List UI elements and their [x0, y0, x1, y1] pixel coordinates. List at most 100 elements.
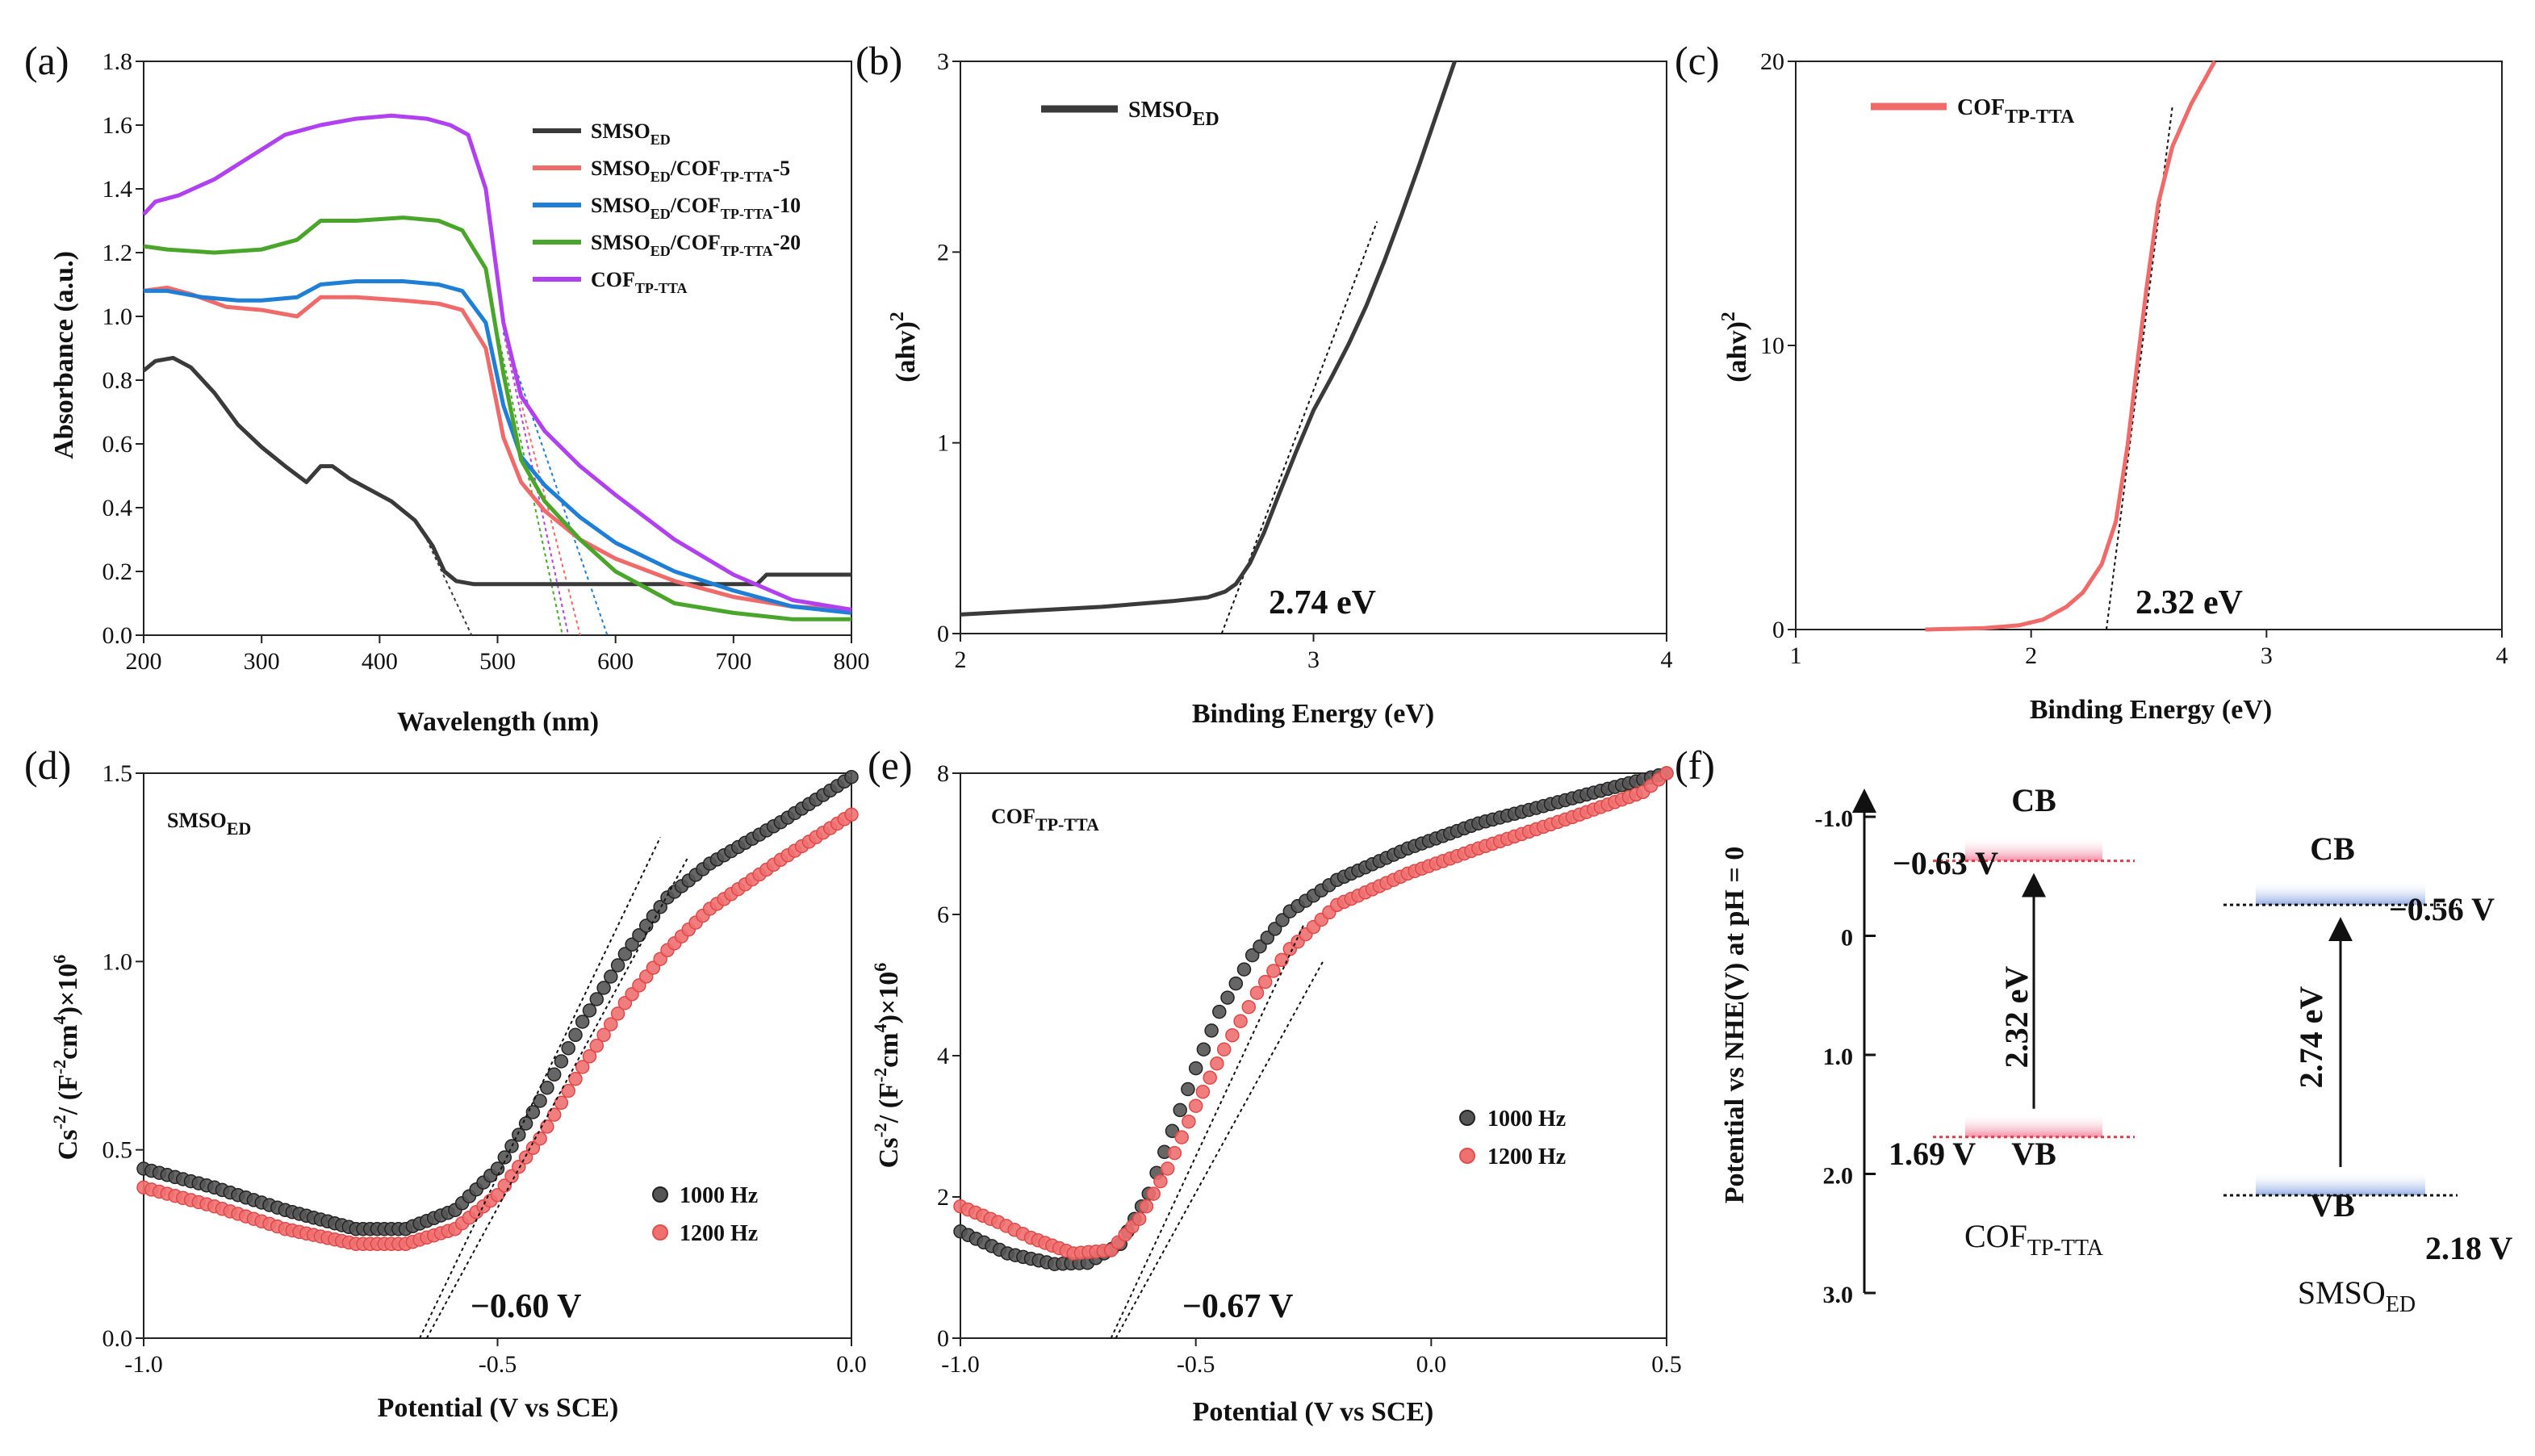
panel-c-x-tick-label: 1: [1790, 642, 1802, 669]
svg-text:SMSOED: SMSOED: [167, 809, 251, 839]
panel-c-bandgap-annotation: 2.32 eV: [2136, 584, 2243, 621]
panel-a-series-line-3: [143, 215, 851, 621]
panel-c-x-axis-label: Binding Energy (eV): [2030, 695, 2272, 725]
panel-b-x-axis-label: Binding Energy (eV): [1192, 699, 1434, 729]
panel-e-data-point: [1188, 1098, 1203, 1113]
panel-d-data-point: [610, 1006, 625, 1021]
smso-material-label: SMSOED: [2298, 1274, 2416, 1317]
panel-b-y-tick-label: 1: [937, 430, 949, 457]
panel-d-data-point: [596, 981, 611, 995]
panel-e-x-tick-label: -1.0: [941, 1351, 980, 1378]
panel-d-y-label-text: Cs: [53, 1130, 83, 1161]
panel-d-label: (d): [24, 743, 71, 788]
panel-f-band-diagram: (f) Potential vs NHE(V) at pH = 0 -1.0 0 1…: [1675, 743, 2512, 1317]
panel-e-data-point: [1139, 1199, 1154, 1214]
panel-d-data-point: [568, 1027, 583, 1043]
panel-e-y-tick-label: 4: [937, 1043, 949, 1069]
panel-d-data-point: [561, 1083, 575, 1098]
panel-f-label: (f): [1675, 743, 1715, 788]
panel-e-y-tick-label: 8: [937, 760, 949, 787]
panel-c-y-axis-label: (ahv)2: [1718, 312, 1752, 383]
panel-f-y-tick-label: 1.0: [1823, 1044, 1854, 1070]
panel-d-mott-schottky-smso: (d) -1.0 -0.5 0.0 0.0 0.5 1.0 1.5 Potential (V…: [24, 743, 867, 1423]
panel-d-y-tick-label: 0.0: [102, 1325, 133, 1352]
panel-e-data-point: [1146, 1186, 1161, 1201]
cof-cb-label: CB: [2011, 782, 2056, 818]
panel-a-tangent-line: [425, 539, 473, 636]
cof-cb-band: [1965, 836, 2102, 861]
panel-a-label: (a): [24, 38, 69, 83]
panel-d-flatband-annotation: −0.60 V: [471, 1288, 582, 1325]
panel-d-x-axis-label: Potential (V vs SCE): [378, 1393, 619, 1423]
panel-d-data-point: [653, 899, 667, 914]
smso-vb-value: 2.18 V: [2425, 1230, 2512, 1266]
panel-a-tangent-line: [496, 332, 563, 636]
panel-c-plot-area: 1 2 3 4 0 10 20: [1760, 48, 2508, 669]
panel-e-flatband-annotation: −0.67 V: [1182, 1288, 1294, 1325]
panel-d-data-point: [596, 1027, 611, 1043]
panel-d-data-point: [582, 1049, 597, 1064]
svg-text:(ahv)2: (ahv)2: [887, 312, 921, 383]
panel-d-data-point: [610, 958, 625, 973]
panel-d-data-point: [497, 1150, 512, 1165]
panel-a-x-tick-label: 500: [479, 648, 516, 675]
panel-d-data-point: [844, 807, 859, 822]
panel-d-data-point: [525, 1140, 541, 1156]
panel-b-series-line-0: [960, 61, 1457, 617]
smso-vb-band: [2256, 1171, 2425, 1196]
panel-d-plot-area: -1.0 -0.5 0.0 0.0 0.5 1.0 1.5: [102, 760, 867, 1378]
panel-a-series-line-0: [142, 355, 851, 587]
panel-b-y-label-sup: 2: [887, 312, 908, 321]
svg-text:Cs-2/ (F-2cm4)×106: Cs-2/ (F-2cm4)×106: [870, 963, 904, 1169]
panel-b-bandgap-annotation: 2.74 eV: [1269, 584, 1376, 621]
panel-e-data-point: [1203, 1070, 1217, 1085]
panel-b-legend-name: SMSO: [1128, 98, 1192, 123]
panel-e-sample-sub: TP-TTA: [1035, 814, 1099, 835]
panel-a-y-tick-label: 1.8: [102, 48, 133, 75]
panel-a-series-line-4: [142, 113, 852, 612]
panel-d-legend-marker-1200: [652, 1224, 668, 1241]
smso-cb-band: [2256, 881, 2425, 906]
cof-cb-value: −0.63 V: [1893, 845, 1998, 881]
panel-b-x-tick-label: 4: [1661, 646, 1673, 673]
panel-a-legend-entry: COFTP-TTA: [591, 268, 688, 296]
panel-a-y-axis-label: Absorbance (a.u.): [49, 251, 79, 459]
panel-a-y-tick-label: 1.0: [102, 303, 133, 330]
panel-a-series-line-1: [143, 285, 852, 612]
panel-b-frame: [960, 61, 1667, 634]
panel-a-legend-entry: SMSOED: [591, 119, 671, 148]
panel-e-data-point: [1204, 1023, 1219, 1038]
panel-e-y-tick-label: 0: [937, 1325, 949, 1352]
panel-c-frame: [1795, 61, 2503, 630]
panel-d-data-point: [546, 1067, 562, 1082]
panel-d-data-point: [617, 947, 633, 961]
panel-e-data-point: [1220, 990, 1235, 1005]
panel-e-x-tick-label: 0.5: [1651, 1351, 1682, 1378]
cof-vb-band: [1965, 1112, 2102, 1137]
panel-a-x-axis-label: Wavelength (nm): [397, 707, 599, 737]
panel-d-data-point: [490, 1161, 505, 1176]
panel-f-plot-area: -1.0 0 1.0 2.0 3.0: [1815, 789, 2458, 1308]
panel-d-data-point: [554, 1054, 569, 1069]
panel-e-data-point: [1173, 1102, 1187, 1118]
panel-d-data-point: [582, 1003, 597, 1018]
panel-b-y-tick-label: 3: [937, 48, 949, 75]
panel-d-data-point: [604, 969, 618, 984]
panel-e-data-point: [1195, 1084, 1211, 1099]
panel-e-data-point: [1182, 1114, 1196, 1129]
panel-c-y-tick-label: 0: [1772, 617, 1784, 643]
panel-e-data-point: [1266, 964, 1281, 978]
panel-d-data-point: [546, 1107, 562, 1122]
panel-e-data-point: [1160, 1161, 1175, 1176]
panel-e-data-point: [1225, 1027, 1240, 1043]
cof-bandgap-label: 2.32 eV: [1998, 966, 2035, 1069]
panel-e-y-label-text: Cs: [874, 1138, 904, 1169]
cof-vb-value: 1.69 V: [1889, 1136, 1976, 1172]
svg-text:Cs-2/ (F-2cm4)×106: Cs-2/ (F-2cm4)×106: [49, 955, 83, 1161]
panel-e-mott-schottky-cof: (e) -1.0 -0.5 0.0 0.5 0 2 4 6 8 Potential (V vs …: [868, 743, 1682, 1427]
cof-material-sub: TP-TTA: [2027, 1236, 2104, 1261]
panel-a-x-tick-label: 800: [834, 648, 870, 675]
panel-e-legend-1200: 1200 Hz: [1487, 1144, 1566, 1169]
